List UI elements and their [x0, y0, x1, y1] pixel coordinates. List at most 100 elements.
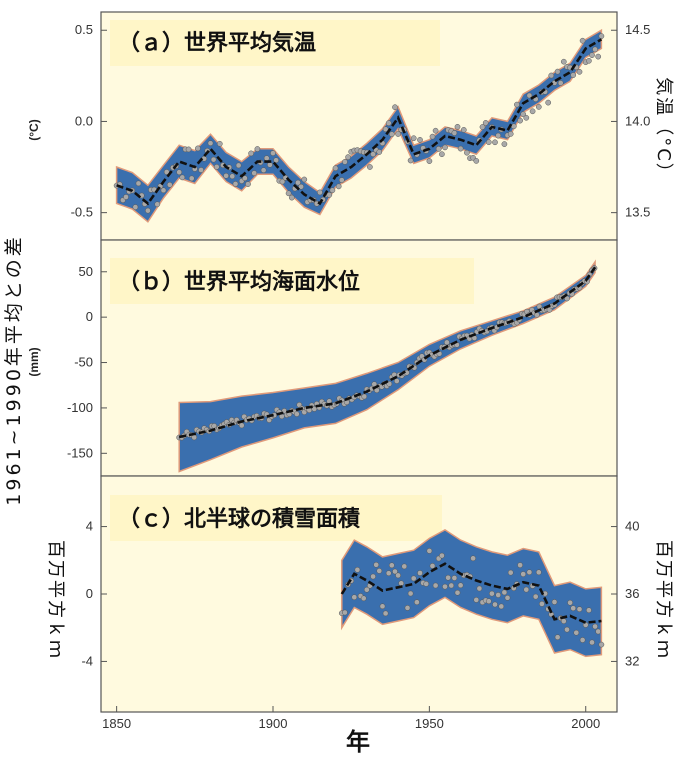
data-point: [188, 175, 195, 182]
y-tick-label: -50: [74, 355, 93, 370]
panel-a-plot: [113, 28, 605, 223]
data-point: [460, 127, 467, 133]
panel-a-title-box: [110, 20, 440, 66]
data-point: [557, 80, 564, 86]
data-point: [417, 570, 423, 576]
data-point: [248, 150, 254, 157]
data-point: [135, 180, 142, 187]
y-tick-label: 0.5: [75, 22, 93, 37]
data-point: [560, 618, 567, 624]
data-point: [342, 159, 348, 165]
data-point: [598, 33, 605, 39]
panel-c-plot: [338, 529, 605, 658]
data-point: [251, 170, 258, 176]
data-point: [464, 149, 470, 156]
data-point: [579, 37, 586, 44]
data-point: [245, 181, 251, 187]
x-tick-label: 1900: [259, 716, 288, 731]
data-point: [376, 149, 383, 155]
data-point: [532, 593, 539, 600]
data-point: [439, 552, 445, 559]
smoothed-line-1: [116, 38, 603, 206]
data-point: [216, 140, 223, 147]
right-tick-label: 14.0: [625, 113, 650, 128]
data-point: [520, 111, 527, 118]
data-point: [242, 175, 248, 182]
data-point: [592, 46, 598, 53]
x-axis-ticks: 1850 1900 1950 2000: [102, 706, 600, 731]
data-point: [426, 548, 433, 554]
data-point: [388, 562, 395, 569]
data-point: [520, 571, 527, 577]
data-point: [229, 173, 236, 180]
data-point: [335, 183, 342, 190]
data-point: [576, 68, 583, 75]
data-point: [435, 146, 442, 152]
data-point: [407, 590, 414, 597]
data-point: [235, 162, 242, 169]
data-point: [517, 562, 523, 568]
data-point: [410, 575, 417, 582]
data-point: [444, 339, 450, 346]
data-point: [395, 572, 401, 579]
data-point: [382, 126, 389, 133]
data-point: [514, 101, 520, 108]
panel-b-plot: [176, 259, 598, 473]
panel-a: （ａ）世界平均気温 0.5 0.0 -0.5 14.5 14.0 13.5 (°C) 気…: [27, 11, 674, 241]
data-point: [564, 626, 570, 633]
data-point: [476, 585, 483, 592]
data-point: [554, 634, 561, 641]
x-tick-label: 1850: [102, 716, 131, 731]
data-point: [260, 167, 267, 174]
panel-c-title: （ｃ）北半球の積雪面積: [118, 507, 361, 532]
data-point: [479, 124, 486, 130]
data-point: [507, 131, 514, 137]
data-point: [534, 312, 540, 318]
data-point: [285, 190, 292, 197]
data-point: [385, 120, 392, 126]
data-point: [523, 586, 530, 593]
data-point: [238, 422, 245, 429]
panel-b-y-unit: (mm): [27, 347, 41, 376]
data-point: [482, 120, 489, 126]
y-tick-label: -0.5: [71, 205, 93, 220]
data-point: [545, 99, 552, 106]
data-point: [457, 582, 464, 589]
panel-b-y-ticks: 50 0 -50 -100 -150: [67, 264, 107, 460]
data-point: [254, 146, 261, 152]
data-point: [363, 586, 370, 593]
panel-a-right-ticks: 14.5 14.0 13.5: [611, 22, 650, 220]
panel-c-title-box: [110, 495, 442, 541]
data-point: [392, 104, 398, 111]
data-point: [385, 570, 392, 577]
right-tick-label: 40: [625, 519, 639, 534]
data-point: [223, 172, 229, 179]
data-point: [539, 601, 545, 607]
x-tick-label: 1950: [415, 716, 444, 731]
data-point: [379, 603, 386, 610]
data-point: [326, 192, 333, 198]
y-tick-label: 50: [79, 264, 93, 279]
data-point: [407, 157, 414, 164]
data-point: [548, 72, 555, 79]
data-point: [429, 133, 436, 140]
data-point: [523, 114, 530, 121]
data-point: [570, 72, 577, 78]
right-tick-label: 14.5: [625, 22, 650, 37]
data-point: [195, 145, 201, 152]
data-point: [179, 174, 186, 181]
data-point: [367, 164, 373, 170]
data-point: [492, 601, 498, 608]
data-point: [213, 164, 220, 170]
data-point: [410, 135, 417, 142]
data-point: [360, 595, 367, 602]
data-point: [163, 169, 170, 175]
smoothed-line-2: [178, 266, 597, 439]
panel-b: （ｂ）世界平均海面水位 50 0 -50 -100 -150 (mm): [27, 239, 618, 477]
uncertainty-band-1: [115, 28, 603, 223]
right-tick-label: 32: [625, 653, 639, 668]
panel-b-title-box: [110, 258, 474, 304]
data-point: [345, 154, 351, 160]
y-tick-label: 0.0: [75, 113, 93, 128]
data-point: [442, 144, 448, 151]
